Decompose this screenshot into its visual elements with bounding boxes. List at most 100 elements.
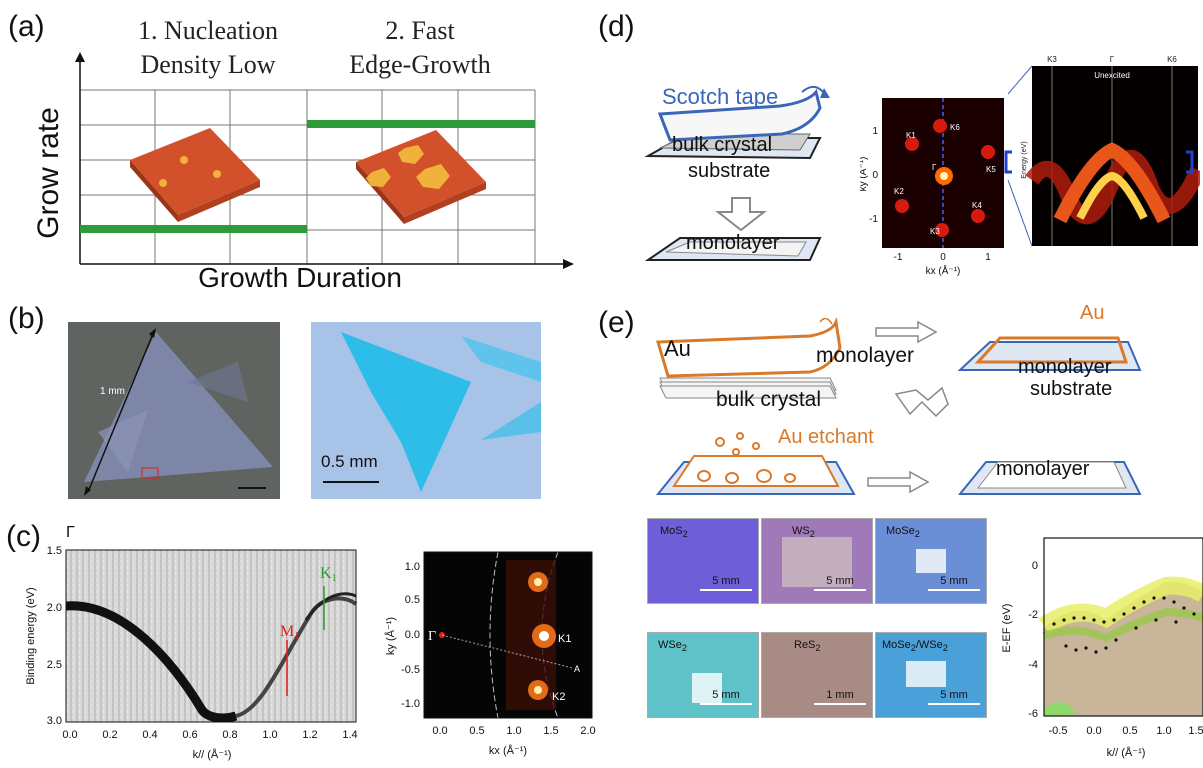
bz-ytick-1: 0.5 xyxy=(405,594,420,606)
bz-d-k3: K3 xyxy=(930,227,940,236)
arpes-gamma-label: Γ xyxy=(66,524,75,541)
bz-a: A xyxy=(574,664,580,674)
bulk-crystal-label-d: bulk crystal xyxy=(672,134,773,156)
c-xtick-5: 1.0 xyxy=(262,729,277,741)
optical-image-zoom: 0.5 mm xyxy=(311,322,541,499)
panel-label-b: (b) xyxy=(8,302,45,335)
au-label-2: Au xyxy=(1080,302,1105,324)
sample-wse2-scalebar xyxy=(700,703,752,705)
au-label-1: Au xyxy=(664,336,691,361)
sample-mose2-wse2-scale: 5 mm xyxy=(940,689,968,701)
monolayer-label-e3: monolayer xyxy=(996,458,1090,480)
panel-label-d: (d) xyxy=(598,10,635,43)
stage2-caption: 2. Fast Edge-Growth xyxy=(320,14,520,82)
bz-xtick-1: 0.5 xyxy=(469,725,484,737)
sample-wse2-scale: 5 mm xyxy=(712,689,740,701)
panel-label-a: (a) xyxy=(8,10,45,43)
bz-k2: K2 xyxy=(552,691,565,703)
panel-label-e: (e) xyxy=(598,306,635,339)
sample-mose2: MoSe2 5 mm xyxy=(875,518,987,604)
stage2-line1: 2. Fast xyxy=(385,16,455,45)
sample-mose2-wse2: MoSe2/WSe2 5 mm xyxy=(875,632,987,718)
bz-d-xtick-2: 1 xyxy=(985,252,991,263)
growth-diagram xyxy=(75,52,574,269)
sample-wse2: WSe2 5 mm xyxy=(647,632,759,718)
stage2-line2: Edge-Growth xyxy=(349,50,491,79)
c-xlabel: k// (Å⁻¹) xyxy=(193,748,232,761)
e-ylabel: E-EF (eV) xyxy=(1001,604,1013,653)
scotch-tape-label: Scotch tape xyxy=(662,84,779,109)
stage1-line2: Density Low xyxy=(140,50,276,79)
c-xtick-2: 0.4 xyxy=(142,729,157,741)
c-k1-label: K1 xyxy=(320,565,337,584)
sample-mos2-scalebar xyxy=(700,589,752,591)
e-xtick-0: -0.5 xyxy=(1049,725,1068,737)
sample-mose2-scale: 5 mm xyxy=(940,575,968,587)
band-k6: K6 xyxy=(1167,55,1177,64)
optical-image-large: 1 mm xyxy=(68,322,280,499)
sample-mos2-label: MoS2 xyxy=(660,525,688,540)
bz-d-xlabel: kx (Å⁻¹) xyxy=(926,264,961,277)
c-ytick-1: 2.0 xyxy=(47,602,62,614)
monolayer-label-e1: monolayer xyxy=(816,344,915,367)
substrate-label-e: substrate xyxy=(1030,378,1113,400)
sample-res2: ReS2 1 mm xyxy=(761,632,873,718)
sample-ws2: WS2 5 mm xyxy=(761,518,873,604)
c-xtick-3: 0.6 xyxy=(182,729,197,741)
e-xlabel: k// (Å⁻¹) xyxy=(1107,746,1146,759)
bz-d-ytick-1: 0 xyxy=(872,170,878,181)
sample-mos2: MoS2 5 mm xyxy=(647,518,759,604)
bz-d-ytick-2: -1 xyxy=(869,214,878,225)
panel-label-c: (c) xyxy=(6,520,41,553)
scale-label-05mm: 0.5 mm xyxy=(321,452,378,471)
stage1-caption: 1. Nucleation Density Low xyxy=(108,14,308,82)
c-xtick-6: 1.2 xyxy=(302,729,317,741)
bz-d-xtick-0: -1 xyxy=(894,252,903,263)
rate-bar-low xyxy=(80,225,307,233)
bz-d-k4: K4 xyxy=(972,201,982,210)
c-xtick-1: 0.2 xyxy=(102,729,117,741)
e-xtick-4: 1.5 xyxy=(1188,725,1203,737)
e-ytick-0: 0 xyxy=(1032,560,1038,572)
exfoliation-au-diagram xyxy=(655,318,1142,495)
bz-ytick-2: 0.0 xyxy=(405,629,420,641)
band-k3: K3 xyxy=(1047,55,1057,64)
sample-res2-scale: 1 mm xyxy=(826,689,854,701)
bz-map-d: K1 K6 Γ K5 K2 K4 K3 1 0 -1 -1 0 1 kx (Å⁻… xyxy=(860,98,1004,277)
plate-nucleation xyxy=(130,128,260,222)
bz-ytick-4: -1.0 xyxy=(401,698,420,710)
sample-wse2-label: WSe2 xyxy=(658,639,687,654)
e-xtick-3: 1.0 xyxy=(1156,725,1171,737)
bz-d-xtick-1: 0 xyxy=(940,252,946,263)
bz-d-gamma: Γ xyxy=(932,163,937,172)
sample-res2-scalebar xyxy=(814,703,866,705)
bz-d-k5: K5 xyxy=(986,165,996,174)
arpes-spectrum-e: 0 -2 -4 -6 -0.5 0.0 0.5 1.0 1.5 k// (Å⁻¹… xyxy=(1001,537,1203,759)
e-ytick-2: -4 xyxy=(1028,659,1038,671)
rate-bar-high xyxy=(307,120,535,128)
sample-mos2-scale: 5 mm xyxy=(712,575,740,587)
stage1-line1: 1. Nucleation xyxy=(137,16,279,45)
sample-ws2-scale: 5 mm xyxy=(826,575,854,587)
bz-k1: K1 xyxy=(558,633,571,645)
monolayer-label-e2: monolayer xyxy=(1018,356,1112,378)
bz-map-c: Γ K1 K2 A 1.0 0.5 0.0 -0.5 -1.0 0.0 0.5 … xyxy=(384,551,596,757)
sample-mose2-wse2-label: MoSe2/WSe2 xyxy=(882,639,948,654)
band-gamma: Γ xyxy=(1110,55,1115,64)
sample-res2-label: ReS2 xyxy=(794,639,821,654)
bz-d-k6: K6 xyxy=(950,123,960,132)
exfoliation-scotch-diagram xyxy=(644,85,830,261)
c-ytick-2: 2.5 xyxy=(47,659,62,671)
bz-gamma: Γ xyxy=(428,629,436,644)
substrate-label-d: substrate xyxy=(688,160,771,182)
bz-d-k1: K1 xyxy=(906,131,916,140)
e-ytick-1: -2 xyxy=(1028,609,1038,621)
bz-xtick-0: 0.0 xyxy=(432,725,447,737)
e-xtick-1: 0.0 xyxy=(1086,725,1101,737)
bz-xtick-3: 1.5 xyxy=(543,725,558,737)
bz-ytick-0: 1.0 xyxy=(405,561,420,573)
sample-mose2-wse2-scalebar xyxy=(928,703,980,705)
c-ylabel: Binding energy (eV) xyxy=(25,587,37,684)
bulk-crystal-label-e: bulk crystal xyxy=(716,388,822,411)
band-map-d: K3 Γ K6 Unexcited Energy (eV) xyxy=(1004,55,1200,247)
